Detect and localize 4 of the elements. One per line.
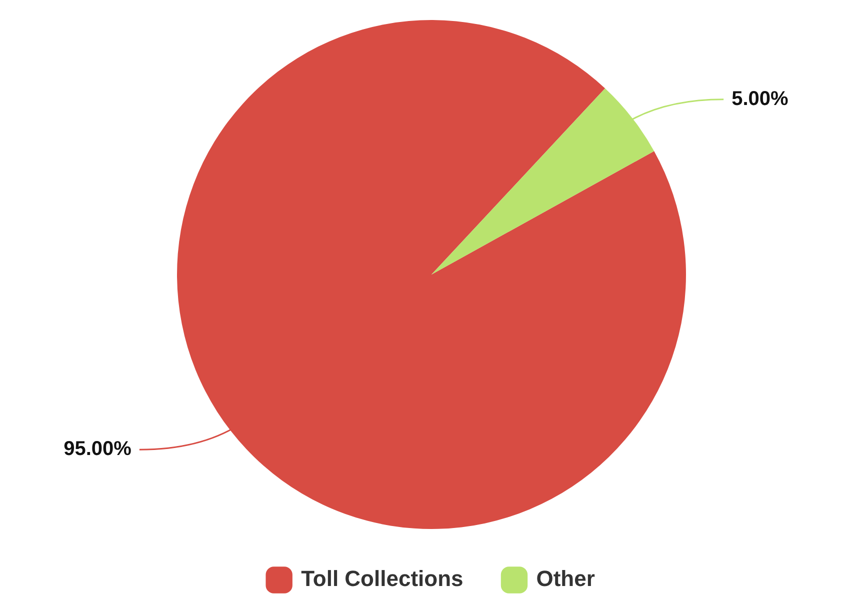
data-label: 5.00% [732,88,788,110]
legend-label: Other [536,566,596,592]
data-label: 95.00% [64,438,132,460]
legend-label: Toll Collections [301,566,464,592]
